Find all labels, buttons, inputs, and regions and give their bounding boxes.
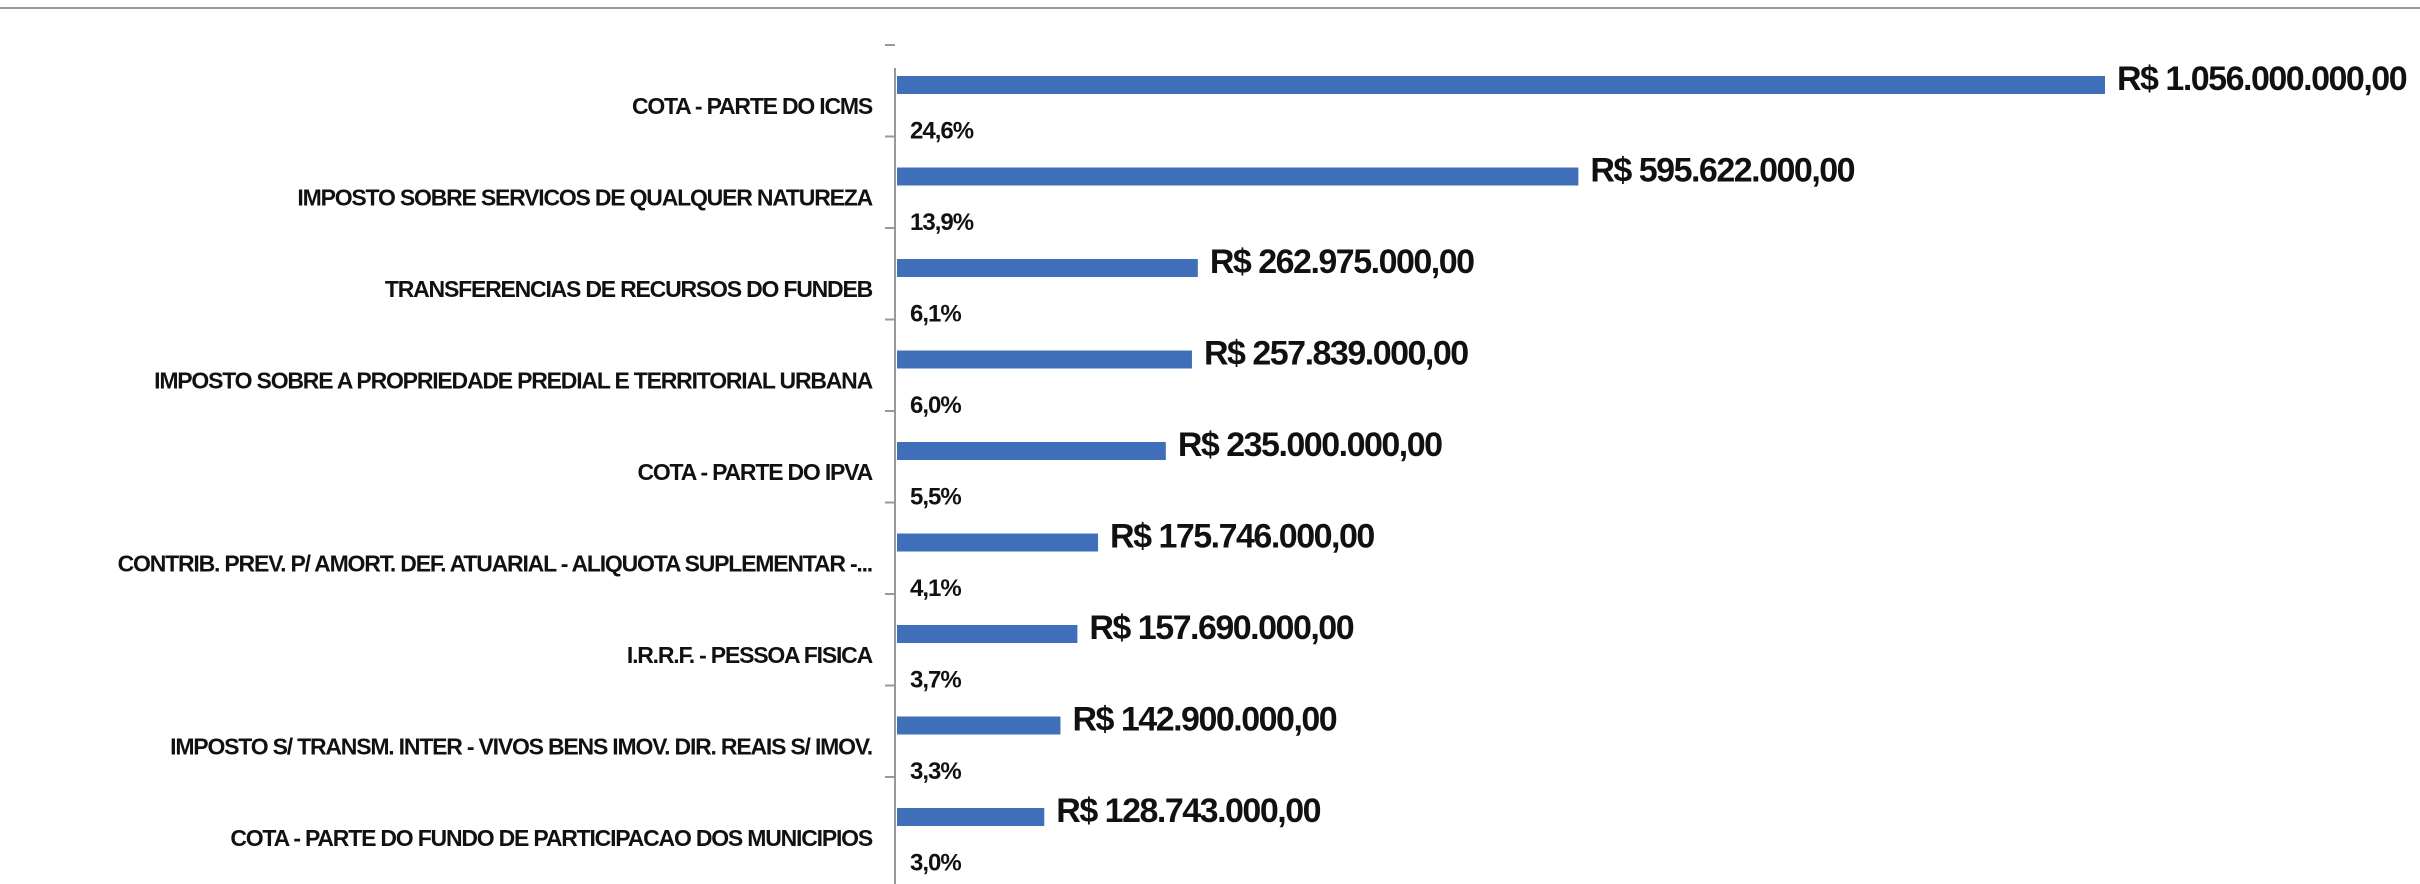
share-label: 13,9%: [910, 209, 974, 236]
share-label: 5,5%: [910, 483, 961, 510]
category-label: COTA - PARTE DO IPVA: [637, 459, 872, 485]
bar: [897, 716, 1061, 735]
value-label: R$ 235.000.000,00: [1178, 426, 1442, 464]
category-label: IMPOSTO SOBRE SERVICOS DE QUALQUER NATUR…: [297, 185, 872, 211]
share-label: 3,3%: [910, 758, 961, 785]
category-label: IMPOSTO SOBRE A PROPRIEDADE PREDIAL E TE…: [154, 368, 872, 394]
value-label: R$ 157.690.000,00: [1089, 609, 1353, 647]
value-label: R$ 257.839.000,00: [1204, 334, 1468, 372]
share-label: 4,1%: [910, 575, 961, 602]
category-label: COTA - PARTE DO FUNDO DE PARTICIPACAO DO…: [230, 825, 873, 851]
category-label: COTA - PARTE DO ICMS: [632, 93, 873, 119]
share-label: 3,7%: [910, 666, 961, 693]
share-label: 6,0%: [910, 392, 961, 419]
bar: [897, 808, 1045, 826]
value-label: R$ 1.056.000.000,00: [2117, 60, 2407, 98]
category-label: CONTRIB. PREV. P/ AMORT. DEF. ATUARIAL -…: [118, 551, 872, 577]
category-label: TRANSFERENCIAS DE RECURSOS DO FUNDEB: [385, 276, 873, 302]
category-label: I.R.R.F. - PESSOA FISICA: [627, 642, 873, 668]
value-label: R$ 142.900.000,00: [1072, 700, 1336, 738]
share-label: 24,6%: [910, 117, 974, 144]
share-label: 3,0%: [910, 849, 961, 876]
category-label: IMPOSTO S/ TRANSM. INTER - VIVOS BENS IM…: [170, 734, 872, 760]
bar: [897, 625, 1078, 643]
share-label: 6,1%: [910, 300, 961, 327]
bar: [897, 76, 2105, 94]
bar: [897, 350, 1192, 369]
value-label: R$ 128.743.000,00: [1056, 792, 1320, 830]
bar: [897, 533, 1099, 552]
value-label: R$ 262.975.000,00: [1210, 243, 1474, 281]
value-label: R$ 175.746.000,00: [1110, 517, 1374, 555]
bar: [897, 259, 1198, 277]
value-label: R$ 595.622.000,00: [1590, 151, 1854, 189]
bar: [897, 442, 1166, 460]
bar: [897, 167, 1579, 186]
